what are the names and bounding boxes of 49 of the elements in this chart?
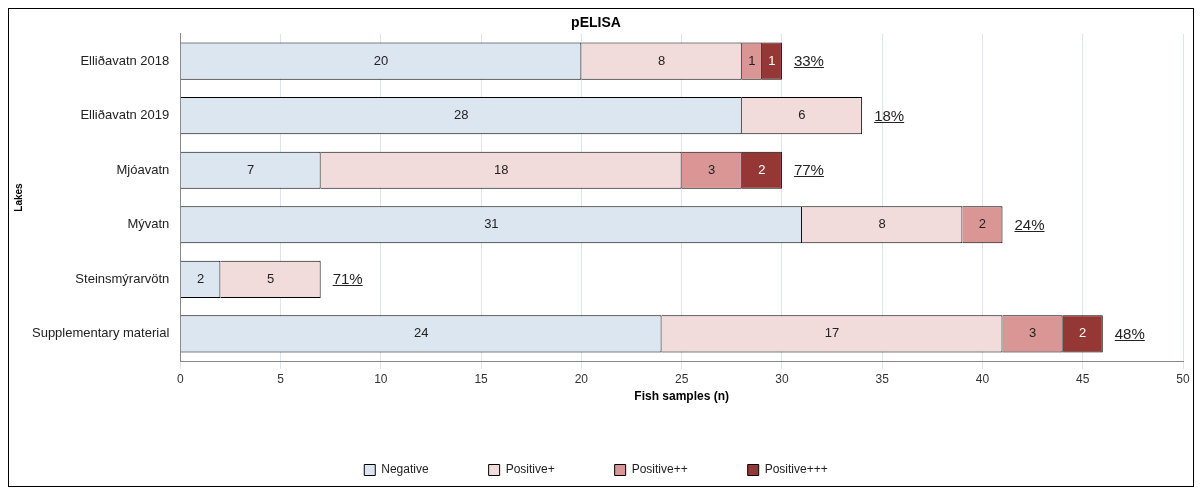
x-tick-label: 30: [775, 371, 789, 386]
annotation: 24%: [1014, 215, 1045, 233]
x-tick-label: 5: [277, 371, 285, 386]
y-tick-label: Elliðavatn 2019: [80, 107, 170, 123]
y-tick-label: Supplementary material: [31, 325, 170, 341]
annotation: 77%: [793, 161, 824, 179]
data-label: 2: [978, 216, 987, 232]
annotation: 71%: [332, 270, 363, 288]
annotation: 48%: [1114, 324, 1145, 342]
data-label: 7: [247, 161, 255, 177]
x-tick-label: 15: [474, 371, 489, 386]
data-label: 31: [484, 216, 499, 232]
x-tick-label: 25: [674, 371, 689, 386]
data-label: 2: [1079, 325, 1087, 341]
y-axis-title: Lakes: [12, 182, 24, 212]
y-tick-label: Steinsmýrarvötn: [75, 270, 170, 286]
y-tick-label: Mjóavatn: [116, 161, 170, 177]
data-label: 2: [758, 161, 766, 177]
data-label: 3: [708, 161, 716, 177]
data-label: 20: [373, 52, 389, 68]
x-tick-label: 0: [176, 371, 184, 386]
x-tick-label: 35: [875, 371, 890, 386]
data-label: 1: [768, 52, 776, 68]
data-label: 1: [748, 52, 756, 68]
legend-label: Negative: [381, 462, 429, 477]
y-tick-label: Mývatn: [127, 216, 170, 232]
legend-label: Positive+: [505, 462, 555, 477]
chart-title: pELISA: [571, 14, 621, 31]
legend-label: Positive++: [631, 462, 688, 477]
x-axis-title: Fish samples (n): [634, 389, 729, 404]
y-tick-label: Elliðavatn 2018: [80, 52, 170, 68]
data-label: 28: [454, 107, 469, 123]
legend-label: Positive+++: [764, 462, 828, 477]
data-label: 17: [824, 325, 840, 341]
data-label: 18: [493, 161, 509, 177]
data-label: 2: [196, 270, 205, 286]
data-label: 8: [657, 52, 666, 68]
data-label: 24: [413, 325, 429, 341]
annotation: 33%: [793, 52, 824, 70]
x-tick-label: 10: [374, 371, 388, 386]
x-tick-label: 40: [975, 371, 990, 386]
data-label: 5: [266, 270, 275, 286]
x-tick-label: 20: [574, 371, 589, 386]
x-tick-label: 45: [1076, 371, 1090, 386]
x-tick-label: 50: [1176, 371, 1190, 386]
data-label: 8: [878, 216, 886, 232]
annotation: 18%: [874, 106, 905, 124]
data-label: 6: [798, 107, 806, 123]
data-label: 3: [1028, 325, 1037, 341]
